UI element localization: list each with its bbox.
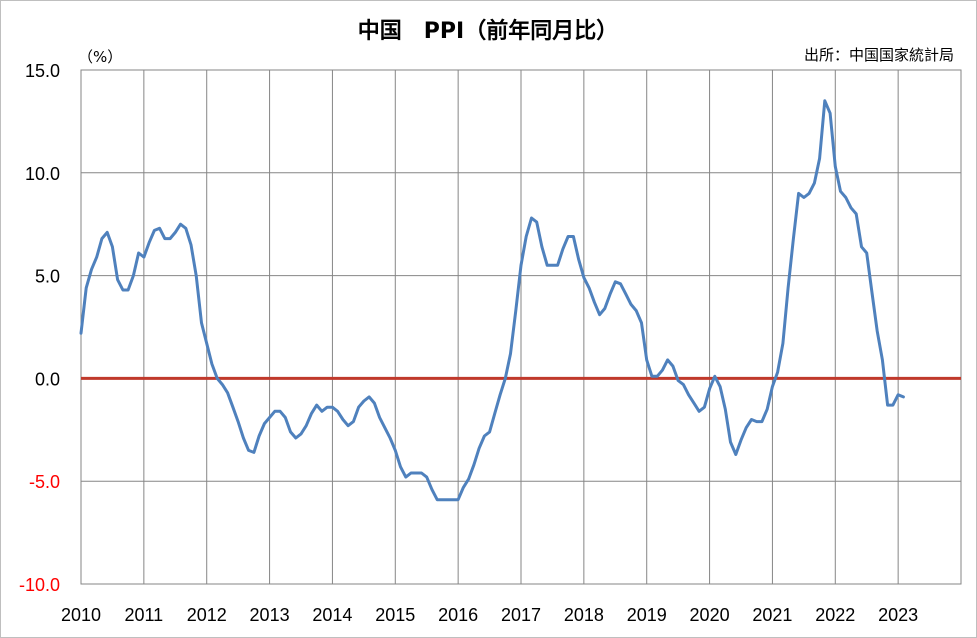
y-tick-label: -10.0	[19, 575, 60, 595]
x-tick-label: 2022	[815, 605, 855, 625]
y-tick-label: -5.0	[29, 472, 60, 492]
y-tick-label: 10.0	[25, 164, 60, 184]
x-tick-label: 2015	[375, 605, 415, 625]
chart-title: 中国 PPI（前年同月比）	[358, 18, 618, 44]
x-tick-label: 2017	[501, 605, 541, 625]
x-tick-label: 2011	[124, 605, 163, 625]
y-axis-tick-labels: 15.0 10.0 5.0 0.0 -5.0 -10.0	[19, 61, 60, 595]
x-tick-label: 2016	[438, 605, 478, 625]
x-tick-label: 2021	[752, 605, 792, 625]
x-tick-label: 2010	[61, 605, 101, 625]
unit-label: （%）	[78, 48, 122, 66]
x-tick-label: 2013	[250, 605, 290, 625]
x-tick-label: 2014	[312, 605, 352, 625]
y-tick-label: 0.0	[35, 369, 60, 389]
y-tick-label: 15.0	[25, 61, 60, 81]
x-tick-label: 2012	[187, 605, 227, 625]
x-tick-label: 2019	[627, 605, 667, 625]
x-tick-label: 2020	[690, 605, 730, 625]
x-tick-label: 2018	[564, 605, 604, 625]
y-tick-label: 5.0	[35, 267, 60, 287]
series-layer	[79, 99, 905, 502]
x-tick-label: 2023	[878, 605, 918, 625]
ppi-series-line	[79, 99, 905, 502]
x-axis-tick-labels: 2010 2011 2012 2013 2014 2015 2016 2017 2018 2019…	[61, 605, 918, 625]
source-label: 出所：中国国家統計局	[804, 46, 954, 64]
